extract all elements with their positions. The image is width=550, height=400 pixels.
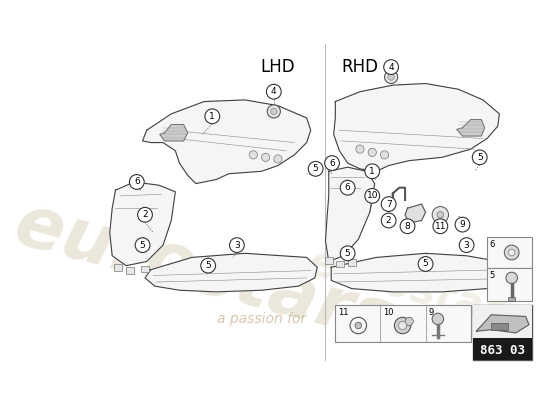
Circle shape (267, 105, 280, 118)
Circle shape (506, 272, 518, 284)
Text: 9: 9 (460, 220, 465, 229)
Text: a passion for: a passion for (217, 312, 306, 326)
Circle shape (356, 145, 364, 153)
Text: 3: 3 (464, 241, 470, 250)
Circle shape (274, 155, 282, 163)
Circle shape (381, 151, 389, 159)
Text: eurostars: eurostars (7, 190, 402, 358)
Polygon shape (142, 100, 311, 184)
Text: 6: 6 (134, 178, 140, 186)
Text: 1: 1 (370, 167, 375, 176)
Text: 5: 5 (140, 241, 145, 250)
Text: 6: 6 (329, 158, 335, 168)
Circle shape (201, 258, 216, 273)
Circle shape (418, 257, 433, 271)
FancyBboxPatch shape (114, 264, 122, 270)
Text: LHD: LHD (261, 58, 295, 76)
Polygon shape (110, 182, 175, 266)
Polygon shape (326, 167, 375, 262)
Text: 863 03: 863 03 (480, 344, 525, 357)
Circle shape (399, 322, 406, 330)
Circle shape (205, 109, 219, 124)
FancyBboxPatch shape (473, 338, 532, 360)
Text: 8: 8 (405, 222, 410, 231)
Circle shape (324, 156, 339, 170)
Circle shape (229, 238, 244, 252)
Text: 1: 1 (210, 112, 215, 121)
Circle shape (394, 317, 411, 334)
Circle shape (455, 217, 470, 232)
Polygon shape (145, 253, 317, 292)
Text: 6: 6 (345, 183, 350, 192)
Circle shape (432, 206, 449, 223)
Circle shape (381, 197, 396, 212)
Polygon shape (476, 315, 529, 333)
FancyBboxPatch shape (336, 305, 471, 342)
Circle shape (432, 313, 444, 325)
Circle shape (340, 246, 355, 261)
Text: 5: 5 (313, 164, 318, 173)
FancyBboxPatch shape (487, 237, 532, 268)
Text: 10: 10 (366, 191, 378, 200)
Circle shape (138, 207, 152, 222)
Circle shape (437, 212, 444, 218)
Text: 5: 5 (477, 153, 482, 162)
Circle shape (308, 162, 323, 176)
Text: 2: 2 (142, 210, 148, 219)
Circle shape (365, 188, 380, 203)
Circle shape (400, 219, 415, 234)
FancyBboxPatch shape (473, 305, 532, 338)
Text: 9: 9 (428, 308, 433, 317)
FancyBboxPatch shape (473, 305, 532, 360)
Circle shape (433, 219, 448, 234)
Polygon shape (456, 120, 485, 136)
Polygon shape (405, 204, 426, 223)
Polygon shape (160, 124, 188, 141)
Polygon shape (331, 253, 509, 292)
Text: 10: 10 (383, 308, 393, 317)
FancyBboxPatch shape (487, 268, 532, 301)
FancyBboxPatch shape (336, 261, 344, 267)
Circle shape (365, 164, 380, 179)
Polygon shape (334, 84, 499, 171)
Circle shape (129, 174, 144, 189)
Circle shape (340, 180, 355, 195)
Circle shape (368, 148, 376, 156)
FancyBboxPatch shape (326, 258, 333, 264)
Circle shape (384, 70, 398, 84)
Text: 3: 3 (234, 241, 240, 250)
Text: 5: 5 (205, 261, 211, 270)
Circle shape (504, 245, 519, 260)
Text: 2: 2 (386, 216, 392, 225)
Text: 4: 4 (388, 63, 394, 72)
FancyBboxPatch shape (349, 259, 356, 266)
FancyBboxPatch shape (491, 323, 508, 330)
Circle shape (135, 238, 150, 252)
Circle shape (388, 74, 394, 80)
FancyBboxPatch shape (141, 266, 149, 272)
FancyBboxPatch shape (126, 267, 134, 274)
Circle shape (381, 213, 396, 228)
Text: 5: 5 (423, 260, 428, 268)
Circle shape (249, 151, 257, 159)
Text: 4: 4 (271, 87, 277, 96)
FancyBboxPatch shape (508, 297, 515, 301)
Circle shape (355, 322, 361, 329)
Text: 6: 6 (490, 240, 495, 249)
Text: RHD: RHD (342, 58, 378, 76)
Text: 11: 11 (434, 222, 446, 231)
Circle shape (459, 238, 474, 252)
Circle shape (261, 153, 270, 162)
Circle shape (271, 108, 277, 115)
Text: 5: 5 (490, 271, 495, 280)
Text: 11: 11 (338, 308, 348, 317)
Circle shape (405, 317, 413, 326)
Circle shape (384, 60, 399, 74)
Circle shape (266, 84, 281, 99)
Text: 7: 7 (386, 200, 392, 209)
Text: 5: 5 (345, 249, 350, 258)
Text: eurostars: eurostars (303, 241, 531, 340)
Circle shape (472, 150, 487, 165)
Circle shape (508, 249, 515, 256)
